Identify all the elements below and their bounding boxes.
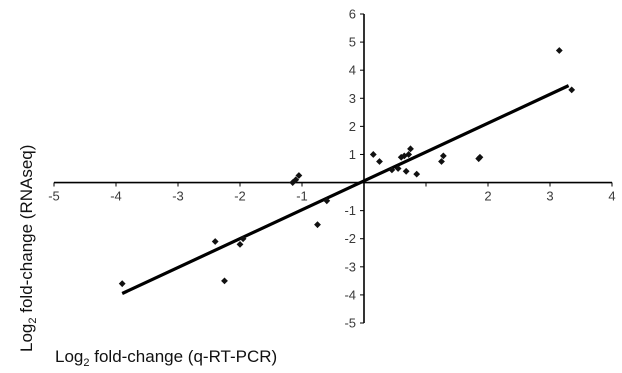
data-point	[438, 158, 445, 165]
axis-ticks	[53, 13, 613, 324]
data-point	[221, 277, 228, 285]
data-point	[211, 238, 219, 245]
data-point	[239, 235, 247, 243]
axes	[54, 14, 612, 323]
x-tick-label: -5	[48, 189, 60, 204]
data-point	[369, 151, 377, 158]
y-tick-label: 5	[349, 35, 356, 50]
trendline-group	[121, 84, 570, 295]
y-tick-label: 2	[349, 119, 356, 134]
data-point	[376, 158, 383, 165]
y-tick-label: 3	[349, 91, 356, 106]
data-point	[402, 167, 410, 175]
data-point	[295, 172, 303, 179]
y-tick-label: -3	[344, 259, 356, 274]
trendline	[121, 84, 570, 295]
data-point	[323, 197, 331, 205]
x-tick-label: -2	[234, 189, 246, 204]
data-point	[439, 152, 447, 160]
data-point	[314, 221, 321, 229]
y-tick-label: -4	[344, 287, 356, 302]
data-point	[292, 176, 300, 184]
data-point	[388, 166, 396, 174]
data-point	[394, 165, 402, 172]
y-tick-label: -5	[344, 316, 356, 331]
data-point	[236, 240, 244, 248]
y-tick-label: -2	[344, 231, 356, 246]
x-tick-label: 4	[608, 189, 615, 204]
data-point	[413, 170, 421, 178]
data-points	[118, 47, 576, 288]
y-axis-title: Log2 fold-change (RNAseq)	[17, 145, 39, 352]
y-tick-label: 6	[349, 7, 356, 22]
x-tick-label: -3	[172, 189, 184, 204]
x-tick-label: 3	[546, 189, 553, 204]
y-tick-label: -1	[344, 203, 356, 218]
data-point	[118, 280, 126, 288]
data-point	[555, 47, 563, 54]
data-point	[568, 86, 576, 94]
x-tick-label: -1	[296, 189, 308, 204]
x-tick-label: -4	[110, 189, 122, 204]
data-point	[407, 145, 414, 153]
y-tick-label: 4	[349, 63, 356, 78]
data-point	[476, 153, 484, 161]
axis-tick-labels: -5 -4 -3 -2 -1 2 3 4 6 5 4 3 2 1 -1 -2 -3 -4 -5	[48, 7, 615, 331]
y-tick-label: 1	[349, 147, 356, 162]
data-point	[405, 151, 413, 158]
x-axis-title: Log2 fold-change (q-RT-PCR)	[55, 347, 277, 369]
x-tick-label: 2	[484, 189, 491, 204]
